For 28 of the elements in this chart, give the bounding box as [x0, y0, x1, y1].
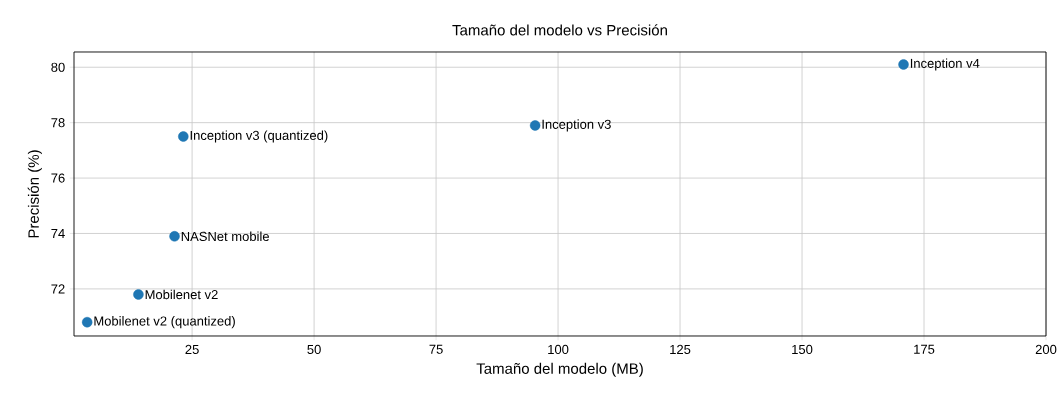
x-tick-label: 125	[670, 344, 691, 354]
annotation: Inception v4	[910, 58, 980, 71]
point	[169, 231, 180, 242]
x-tick-label: 150	[792, 344, 813, 354]
annotation: Mobilenet v2 (quantized)	[94, 316, 235, 329]
y-tick-label: 76	[51, 173, 65, 183]
point	[178, 131, 189, 142]
x-tick-label: 200	[1035, 344, 1057, 354]
annotation: Inception v3	[542, 119, 611, 132]
y-tick-label: 72	[51, 284, 65, 294]
y-axis-title: Precisión (%)	[27, 150, 42, 238]
y-tick-label: 74	[51, 229, 65, 238]
chart-title: Tamaño del modelo vs Precisión	[452, 24, 667, 36]
point	[898, 59, 909, 70]
y-tick-label: 78	[51, 118, 65, 128]
x-axis-title: Tamaño del modelo (MB)	[476, 362, 643, 377]
annotation: Mobilenet v2	[145, 289, 218, 300]
x-tick-label: 25	[185, 344, 199, 354]
point	[133, 289, 144, 300]
point	[529, 120, 541, 131]
x-tick-label: 175	[914, 344, 935, 354]
x-tick-label: 100	[548, 344, 569, 354]
point	[81, 316, 93, 328]
annotation: Inception v3 (quantized)	[190, 130, 328, 143]
annotation: NASNet mobile	[181, 231, 269, 242]
x-tick-label: 50	[307, 344, 321, 354]
x-tick-label: 75	[429, 344, 443, 354]
y-tick-label: 80	[51, 62, 65, 72]
